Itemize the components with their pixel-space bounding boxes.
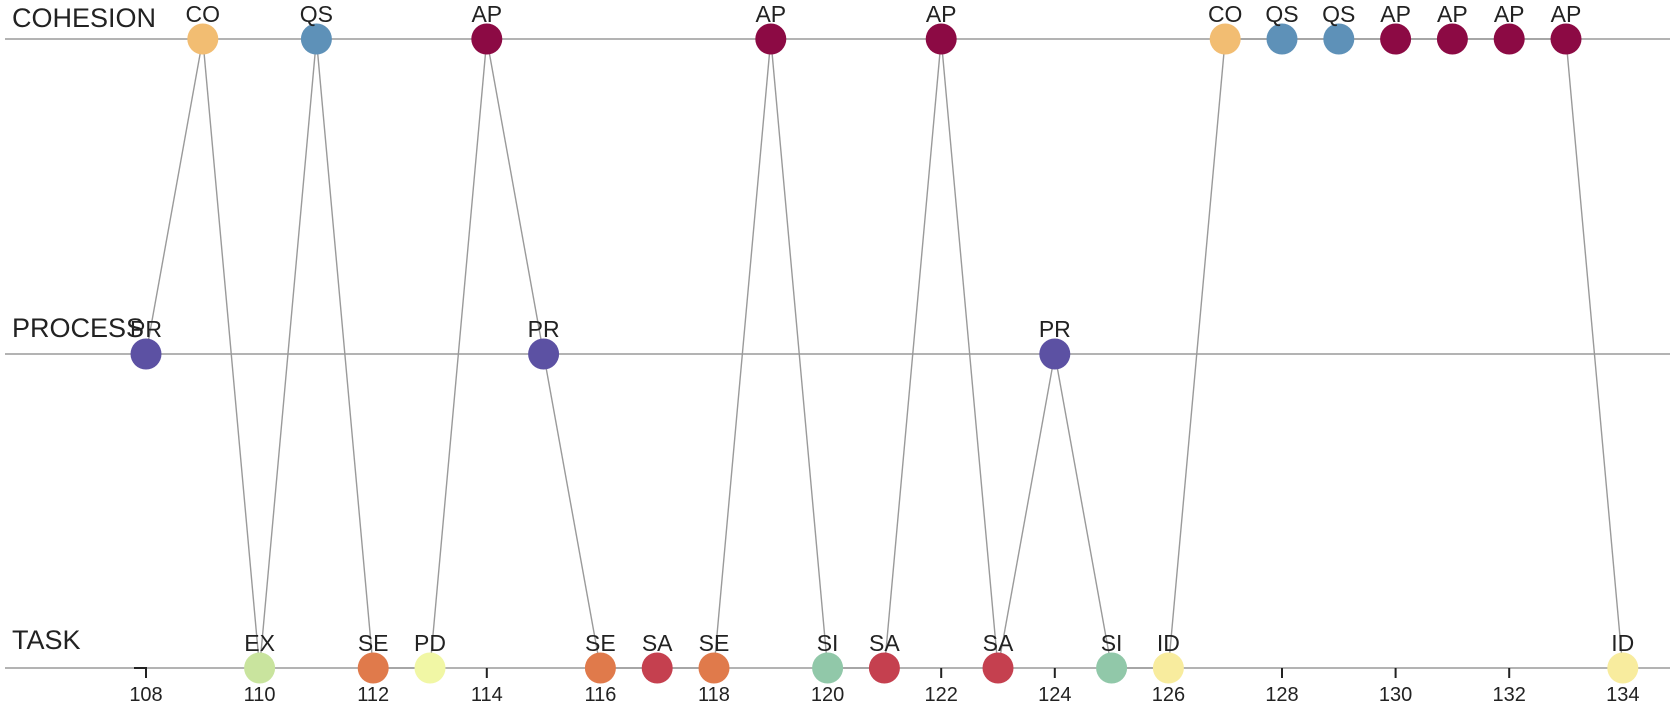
event-points: [130, 23, 1639, 684]
point-label-131-ap: AP: [1437, 1, 1468, 27]
point-129-qs: [1323, 23, 1355, 55]
point-label-128-qs: QS: [1265, 1, 1298, 27]
point-131-ap: [1436, 23, 1468, 55]
point-112-se: [357, 652, 389, 684]
point-label-116-se: SE: [585, 630, 616, 656]
x-tick-label-120: 120: [811, 684, 844, 706]
point-110-ex: [244, 652, 276, 684]
x-tick-label-108: 108: [129, 684, 162, 706]
point-label-134-id: ID: [1611, 630, 1634, 656]
point-123-sa: [982, 652, 1014, 684]
connector-108-109: [145, 38, 204, 355]
x-tick-label-126: 126: [1152, 684, 1185, 706]
x-tick-label-114: 114: [471, 684, 503, 706]
lane-label-cohesion: COHESION: [12, 3, 156, 33]
point-label-115-pr: PR: [528, 316, 560, 342]
x-tick-label-132: 132: [1493, 684, 1526, 706]
x-tick-label-122: 122: [925, 684, 958, 706]
point-132-ap: [1493, 23, 1525, 55]
point-125-si: [1096, 652, 1128, 684]
point-128-qs: [1266, 23, 1298, 55]
connector-121-122: [883, 38, 942, 669]
point-119-ap: [755, 23, 787, 55]
connector-126-127: [1167, 38, 1226, 669]
x-tick-label-118: 118: [698, 684, 730, 706]
point-116-se: [584, 652, 616, 684]
point-124-pr: [1039, 338, 1071, 370]
point-label-133-ap: AP: [1551, 1, 1582, 27]
point-label-121-sa: SA: [869, 630, 900, 656]
point-label-110-ex: EX: [244, 630, 275, 656]
lane-label-process: PROCESS: [12, 313, 144, 343]
x-axis: 108 110 112 114 116 118 120 122 124 126 128 130 132 1…: [129, 667, 1639, 706]
point-109-co: [187, 23, 219, 55]
point-114-ap: [471, 23, 503, 55]
point-label-118-se: SE: [699, 630, 730, 656]
point-label-109-co: CO: [186, 1, 221, 27]
x-tick-label-134: 134: [1606, 684, 1639, 706]
point-label-123-sa: SA: [983, 630, 1014, 656]
point-130-ap: [1380, 23, 1412, 55]
point-label-114-ap: AP: [471, 1, 502, 27]
point-label-129-qs: QS: [1322, 1, 1355, 27]
point-label-111-qs: QS: [300, 1, 333, 27]
connector-119-120: [770, 38, 829, 669]
connector-115-116: [542, 353, 602, 669]
point-117-sa: [641, 652, 673, 684]
point-label-127-co: CO: [1208, 1, 1243, 27]
point-label-120-si: SI: [817, 630, 839, 656]
lane-labels: COHESION PROCESS TASK: [12, 3, 156, 655]
point-label-125-si: SI: [1101, 630, 1123, 656]
point-label-124-pr: PR: [1039, 316, 1071, 342]
point-113-pd: [414, 652, 446, 684]
point-label-122-ap: AP: [926, 1, 957, 27]
x-tick-label-116: 116: [584, 684, 616, 706]
point-label-112-se: SE: [358, 630, 389, 656]
point-118-se: [698, 652, 730, 684]
point-127-co: [1209, 23, 1241, 55]
connector-111-112: [315, 38, 374, 669]
point-133-ap: [1550, 23, 1582, 55]
point-code-labels: PR CO EX QS SE PD AP PR SE SA SE AP SI SA AP SA PR SI ID CO…: [130, 1, 1634, 656]
point-120-si: [812, 652, 844, 684]
x-tick-label-128: 128: [1265, 684, 1298, 706]
point-108-pr: [130, 338, 162, 370]
point-label-119-ap: AP: [755, 1, 786, 27]
point-label-132-ap: AP: [1494, 1, 1525, 27]
connector-109-110: [202, 38, 261, 669]
point-122-ap: [925, 23, 957, 55]
connector-133-134: [1565, 38, 1624, 669]
point-label-130-ap: AP: [1380, 1, 1411, 27]
connector-123-124: [997, 353, 1056, 669]
lane-label-task: TASK: [12, 625, 81, 655]
point-111-qs: [300, 23, 332, 55]
connector-118-119: [713, 38, 772, 669]
x-tick-label-110: 110: [244, 684, 276, 706]
connector-122-123: [940, 38, 999, 669]
x-tick-label-112: 112: [357, 684, 389, 706]
point-134-id: [1607, 652, 1639, 684]
point-label-113-pd: PD: [414, 630, 446, 656]
connector-124-125: [1054, 353, 1113, 669]
point-label-117-sa: SA: [642, 630, 673, 656]
point-126-id: [1152, 652, 1184, 684]
point-label-108-pr: PR: [130, 316, 162, 342]
connector-113-114: [429, 38, 488, 669]
point-115-pr: [528, 338, 560, 370]
connector-114-115: [486, 38, 545, 355]
connector-110-111: [258, 38, 318, 669]
point-label-126-id: ID: [1157, 630, 1180, 656]
point-121-sa: [868, 652, 900, 684]
lane-lines: [5, 38, 1670, 669]
x-tick-label-130: 130: [1379, 684, 1412, 706]
x-tick-label-124: 124: [1038, 684, 1071, 706]
